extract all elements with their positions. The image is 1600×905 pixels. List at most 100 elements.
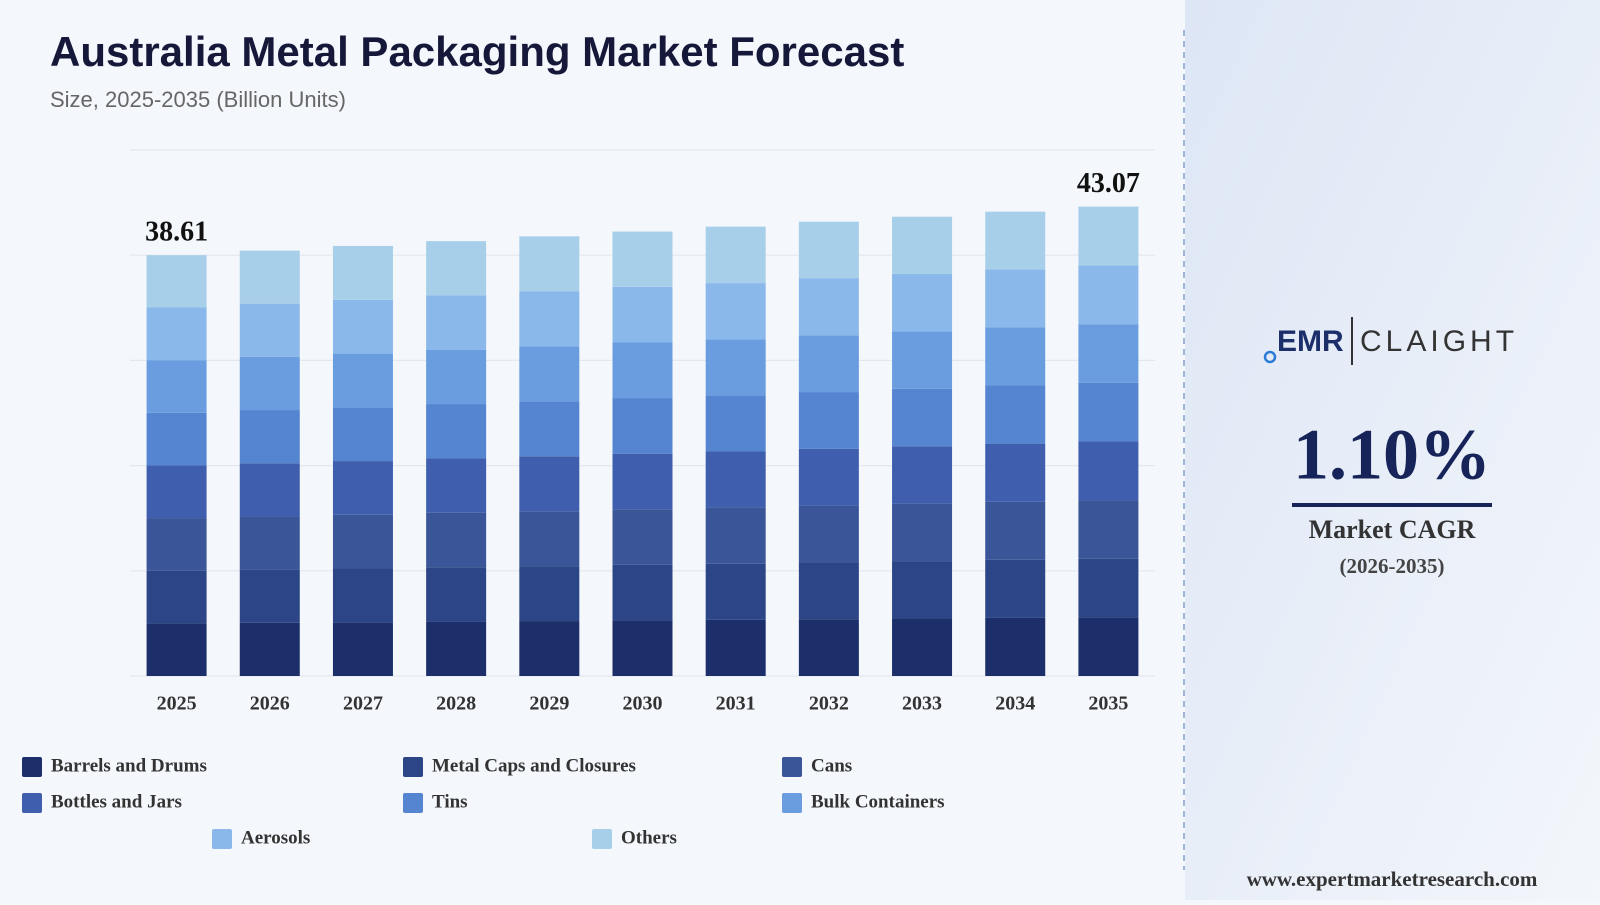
- legend-swatch: [22, 757, 42, 777]
- bar-segment: [146, 465, 207, 519]
- x-tick-label: 2034: [995, 693, 1035, 715]
- legend-label: Barrels and Drums: [51, 755, 207, 776]
- bar-segment: [519, 456, 580, 512]
- legend-swatch: [403, 793, 423, 813]
- x-tick-label: 2032: [809, 693, 849, 715]
- bar-segment: [519, 621, 580, 676]
- bar-segment: [519, 346, 580, 402]
- chart-subtitle: Size, 2025-2035 (Billion Units): [50, 87, 346, 112]
- bar-segment: [332, 568, 393, 623]
- bar-segment: [612, 286, 673, 343]
- legend-swatch: [782, 757, 802, 777]
- bar-segment: [612, 620, 673, 676]
- sidebar-bg: [1185, 0, 1600, 900]
- bar-segment: [332, 622, 393, 676]
- bar-segment: [612, 509, 673, 565]
- x-tick-label: 2025: [157, 693, 197, 715]
- bar-segment: [1078, 500, 1139, 559]
- bar-segment: [892, 561, 953, 619]
- x-tick-label: 2035: [1088, 693, 1128, 715]
- bar-segment: [705, 451, 766, 508]
- bar-segment: [985, 327, 1046, 386]
- bar-segment: [1078, 265, 1139, 325]
- bar-segment: [426, 512, 487, 568]
- bar-segment: [798, 448, 859, 506]
- bar-segment: [239, 569, 300, 623]
- legend-label: Tins: [432, 791, 468, 812]
- bar-segment: [798, 278, 859, 336]
- bar-segment: [612, 564, 673, 621]
- bar-segment: [426, 404, 487, 459]
- bar-segment: [146, 518, 207, 571]
- bar-segment: [519, 511, 580, 567]
- cagr-period: (2026-2035): [1340, 554, 1445, 578]
- bar-segment: [426, 621, 487, 676]
- bar-segment: [1078, 617, 1139, 676]
- bar-segment: [892, 503, 953, 562]
- bar-segment: [892, 388, 953, 447]
- bar-segment: [892, 446, 953, 504]
- bar-segment: [332, 461, 393, 515]
- bar-segment: [892, 216, 953, 274]
- bar-segment: [239, 410, 300, 464]
- bar-segment: [519, 401, 580, 457]
- bar-segment: [612, 398, 673, 454]
- bar-segment: [1078, 206, 1139, 266]
- bar-segment: [239, 356, 300, 411]
- bar-segment: [612, 453, 673, 510]
- bar-segment: [426, 241, 487, 296]
- legend-swatch: [403, 757, 423, 777]
- bar-segment: [519, 566, 580, 622]
- bar-segment: [1078, 441, 1139, 501]
- bar-segment: [985, 211, 1046, 270]
- bar-segment: [985, 269, 1046, 328]
- bar-segment: [705, 395, 766, 452]
- bar-segment: [798, 505, 859, 563]
- x-tick-label: 2033: [902, 693, 942, 715]
- legend-label: Metal Caps and Closures: [432, 755, 636, 776]
- x-tick-label: 2030: [623, 693, 663, 715]
- x-tick-label: 2028: [436, 693, 476, 715]
- bar-segment: [985, 443, 1046, 502]
- bar-segment: [612, 231, 673, 287]
- bar-segment: [146, 570, 207, 624]
- legend-label: Cans: [811, 755, 852, 776]
- bar-segment: [332, 245, 393, 300]
- bar-segment: [1078, 558, 1139, 618]
- bar-segment: [985, 501, 1046, 560]
- total-label: 38.61: [145, 217, 208, 248]
- cagr-underline: [1292, 503, 1492, 507]
- bar-segment: [426, 349, 487, 405]
- bar-segment: [798, 562, 859, 620]
- bar-segment: [705, 563, 766, 620]
- chart-title: Australia Metal Packaging Market Forecas…: [50, 28, 904, 75]
- website[interactable]: www.expertmarketresearch.com: [1247, 867, 1538, 891]
- bar-segment: [705, 507, 766, 564]
- bar-segment: [798, 221, 859, 279]
- x-tick-label: 2031: [716, 693, 756, 715]
- logo-claight: CLAIGHT: [1360, 325, 1518, 358]
- legend-swatch: [592, 829, 612, 849]
- bar-segment: [892, 273, 953, 332]
- bar-segment: [798, 619, 859, 676]
- bar-segment: [705, 283, 766, 340]
- bar-segment: [239, 303, 300, 357]
- bar-segment: [332, 299, 393, 354]
- bar-segment: [239, 622, 300, 676]
- legend-label: Aerosols: [241, 827, 310, 848]
- bar-segment: [426, 295, 487, 350]
- cagr-value: 1.10%: [1293, 415, 1491, 495]
- logo-emr: EMR: [1277, 325, 1344, 358]
- bar-segment: [332, 353, 393, 408]
- legend-label: Others: [621, 827, 677, 848]
- x-tick-label: 2027: [343, 693, 383, 715]
- bar-segment: [705, 226, 766, 284]
- bar-segment: [146, 360, 207, 413]
- bar-segment: [985, 385, 1046, 444]
- bar-segment: [239, 516, 300, 570]
- cagr-label: Market CAGR: [1309, 515, 1476, 544]
- bar-segment: [985, 617, 1046, 676]
- legend-label: Bottles and Jars: [51, 791, 182, 812]
- legend-swatch: [212, 829, 232, 849]
